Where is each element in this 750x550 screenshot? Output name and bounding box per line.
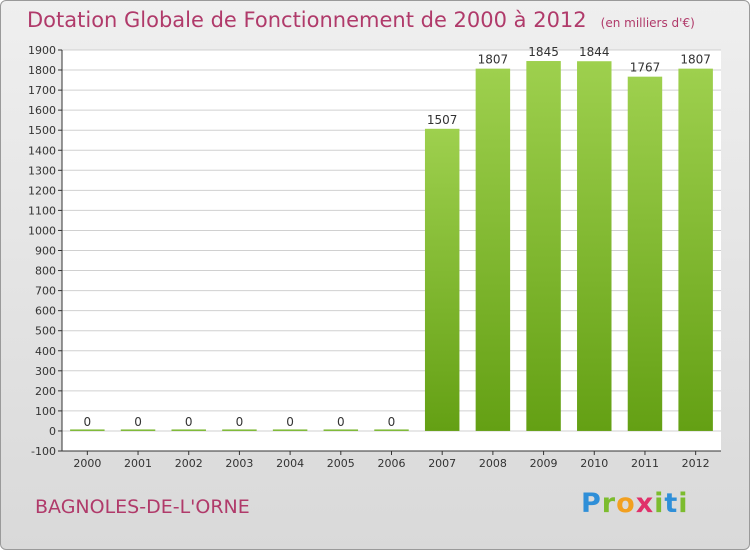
- bar-2006: [374, 429, 409, 431]
- y-tick-label: 1600: [28, 104, 56, 117]
- x-tick-label: 2005: [327, 457, 355, 470]
- data-label-2003: 0: [236, 415, 244, 429]
- data-label-2007: 1507: [427, 113, 458, 127]
- chart-title-text: Dotation Globale de Fonctionnement de 20…: [27, 8, 587, 32]
- x-tick-label: 2010: [580, 457, 608, 470]
- y-tick-label: 1100: [28, 204, 56, 217]
- data-label-2009: 1845: [528, 45, 559, 59]
- data-labels: 0 0 0 0 0 0 0 1507 1807 1845 1844 1767 1807: [84, 45, 711, 429]
- axes: [61, 50, 721, 452]
- x-tick-label: 2009: [530, 457, 558, 470]
- chart-title: Dotation Globale de Fonctionnement de 20…: [27, 8, 695, 32]
- bar-2003: [222, 429, 257, 431]
- x-tick-label: 2004: [276, 457, 304, 470]
- data-label-2001: 0: [134, 415, 142, 429]
- bar-2010: [577, 61, 612, 431]
- y-tick-label: 700: [35, 285, 56, 298]
- grid-lines: [62, 49, 721, 452]
- bar-2005: [323, 429, 359, 431]
- y-tick-label: 200: [35, 385, 56, 398]
- y-tick-label: 0: [49, 425, 56, 438]
- bar-2002: [171, 429, 206, 431]
- y-tick-label: 1000: [28, 224, 56, 237]
- city-name: BAGNOLES-DE-L'ORNE: [35, 496, 250, 518]
- chart-subtitle: (en milliers d'€): [600, 16, 695, 30]
- data-label-2005: 0: [337, 415, 345, 429]
- proxiti-logo: Proxiti: [581, 488, 689, 519]
- bar-2001: [120, 429, 156, 431]
- bar-2004: [272, 429, 308, 431]
- y-tick-label: 1500: [28, 124, 56, 137]
- y-tick-label: 600: [35, 305, 56, 318]
- y-tick-label: 1300: [28, 164, 56, 177]
- y-tick-label: 800: [35, 265, 56, 278]
- x-tick-label: 2001: [124, 457, 152, 470]
- y-tick-label: 400: [35, 345, 56, 358]
- y-tick-label: 100: [35, 405, 56, 418]
- data-label-2004: 0: [286, 415, 294, 429]
- x-tick-label: 2006: [378, 457, 406, 470]
- bar-2009: [526, 61, 561, 431]
- data-label-2011: 1767: [630, 61, 661, 75]
- bar-2000: [70, 429, 105, 431]
- bar-2012: [678, 68, 713, 431]
- y-tick-label: 1200: [28, 184, 56, 197]
- y-tick-label: 1900: [28, 44, 56, 57]
- y-tick-label: 500: [35, 325, 56, 338]
- y-tick-label: 1800: [28, 64, 56, 77]
- bar-2007: [424, 128, 460, 431]
- data-label-2010: 1844: [579, 45, 610, 59]
- x-tick-label: 2012: [682, 457, 710, 470]
- bar-2011: [627, 76, 663, 431]
- y-axis-ticks: -100 0 100 200 300 400 500 600 700 800 900 1000 1100…: [28, 44, 62, 458]
- data-label-2000: 0: [84, 415, 92, 429]
- x-tick-label: 2011: [631, 457, 659, 470]
- x-tick-label: 2000: [73, 457, 101, 470]
- y-tick-label: 1400: [28, 144, 56, 157]
- y-tick-label: 300: [35, 365, 56, 378]
- data-label-2002: 0: [185, 415, 193, 429]
- y-tick-label: 900: [35, 245, 56, 258]
- x-tick-label: 2003: [225, 457, 253, 470]
- bars: [70, 61, 713, 431]
- x-tick-label: 2002: [175, 457, 203, 470]
- data-label-2012: 1807: [680, 53, 711, 67]
- x-axis-ticks: 2000 2001 2002 2003 2004 2005 2006 2007 2008 2009…: [73, 451, 710, 470]
- y-tick-label: 1700: [28, 84, 56, 97]
- bar-2008: [475, 68, 511, 431]
- data-label-2006: 0: [388, 415, 396, 429]
- data-label-2008: 1807: [478, 53, 509, 67]
- y-tick-label: -100: [31, 445, 56, 458]
- x-tick-label: 2007: [428, 457, 456, 470]
- x-tick-label: 2008: [479, 457, 507, 470]
